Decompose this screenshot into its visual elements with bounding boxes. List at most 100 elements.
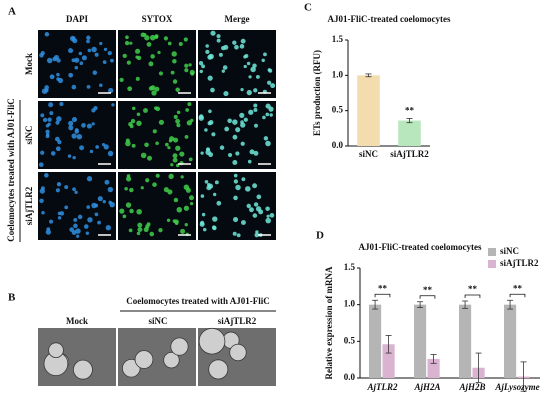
- cell: [175, 87, 180, 92]
- cell: [269, 213, 275, 218]
- column-label: Merge: [225, 14, 250, 24]
- cell: [253, 150, 259, 156]
- cell: [143, 33, 147, 37]
- cell: [168, 139, 173, 143]
- cell: [158, 227, 163, 233]
- cell: [102, 199, 106, 204]
- cell: [172, 59, 177, 64]
- cell: [249, 149, 255, 155]
- cell: [168, 173, 174, 179]
- cell: [176, 123, 181, 128]
- x-tick-label: AjLysozyme: [494, 382, 539, 392]
- cell: [75, 228, 81, 234]
- cell: [46, 57, 53, 64]
- cell: [198, 327, 226, 355]
- cell: [240, 38, 246, 44]
- cell: [265, 217, 271, 224]
- cell: [137, 227, 143, 233]
- bar: [504, 304, 517, 378]
- cell: [172, 157, 178, 163]
- legend-label: siNC: [500, 246, 519, 256]
- significance-bracket: [374, 293, 391, 298]
- cell: [40, 113, 45, 118]
- cell: [234, 44, 239, 50]
- bar: [427, 358, 440, 378]
- error-bar: [372, 299, 379, 310]
- cell: [99, 41, 103, 46]
- cell: [255, 74, 260, 79]
- cell: [158, 71, 164, 76]
- cell: [252, 183, 258, 189]
- cell: [235, 127, 241, 133]
- cell: [125, 35, 129, 40]
- cell: [204, 128, 208, 132]
- cell: [207, 183, 214, 189]
- cell: [42, 117, 48, 123]
- cell: [176, 206, 183, 213]
- cell: [135, 48, 141, 54]
- cell: [93, 106, 98, 111]
- cell: [150, 54, 155, 59]
- cell: [54, 136, 60, 142]
- cell: [124, 186, 128, 191]
- cell: [55, 188, 60, 193]
- cell: [253, 103, 258, 108]
- cell: [39, 188, 45, 194]
- cell: [204, 179, 209, 184]
- cell: [248, 75, 252, 79]
- cell: [129, 124, 134, 129]
- cell: [56, 72, 60, 77]
- cell: [267, 68, 272, 72]
- cell: [87, 217, 93, 223]
- cell: [233, 195, 238, 201]
- cell: [145, 178, 150, 183]
- cell: [50, 151, 56, 156]
- cell: [136, 231, 141, 236]
- cell: [256, 194, 262, 200]
- cell: [180, 175, 184, 179]
- significance-bracket: [509, 293, 526, 298]
- cell: [210, 87, 215, 93]
- cell: [198, 115, 204, 121]
- cell: [176, 110, 181, 115]
- cell: [158, 119, 164, 125]
- cell: [74, 57, 80, 63]
- cell: [147, 155, 153, 161]
- cell: [124, 40, 130, 46]
- y-tick-label: 1.5: [344, 262, 356, 272]
- cell: [184, 63, 189, 68]
- cell: [144, 142, 149, 148]
- cell: [107, 51, 112, 56]
- cell: [208, 359, 229, 380]
- row-label: siAjTLR2: [24, 186, 34, 225]
- bar: [414, 304, 427, 378]
- significance-bracket: [464, 294, 481, 298]
- cell: [71, 58, 76, 63]
- cell: [148, 86, 154, 91]
- cell: [180, 228, 186, 234]
- cell: [130, 118, 136, 124]
- significance: **: [405, 106, 415, 116]
- cell: [57, 77, 64, 84]
- cell: [265, 206, 270, 211]
- cell: [126, 176, 132, 182]
- cell: [267, 80, 272, 85]
- y-tick-label: 1.0: [344, 299, 356, 309]
- cell: [270, 83, 276, 89]
- cell: [227, 118, 232, 124]
- error-bar: [417, 301, 424, 309]
- cell: [45, 129, 50, 134]
- cell: [71, 133, 77, 139]
- cell: [216, 200, 222, 206]
- cell: [77, 214, 83, 220]
- cell: [38, 162, 44, 168]
- cell: [57, 216, 62, 220]
- cell: [86, 123, 92, 129]
- cell: [125, 202, 132, 208]
- cell: [79, 61, 84, 66]
- cell: [86, 85, 91, 89]
- cell: [208, 53, 214, 60]
- cell: [105, 225, 111, 231]
- cell: [166, 218, 171, 223]
- cell: [85, 231, 90, 235]
